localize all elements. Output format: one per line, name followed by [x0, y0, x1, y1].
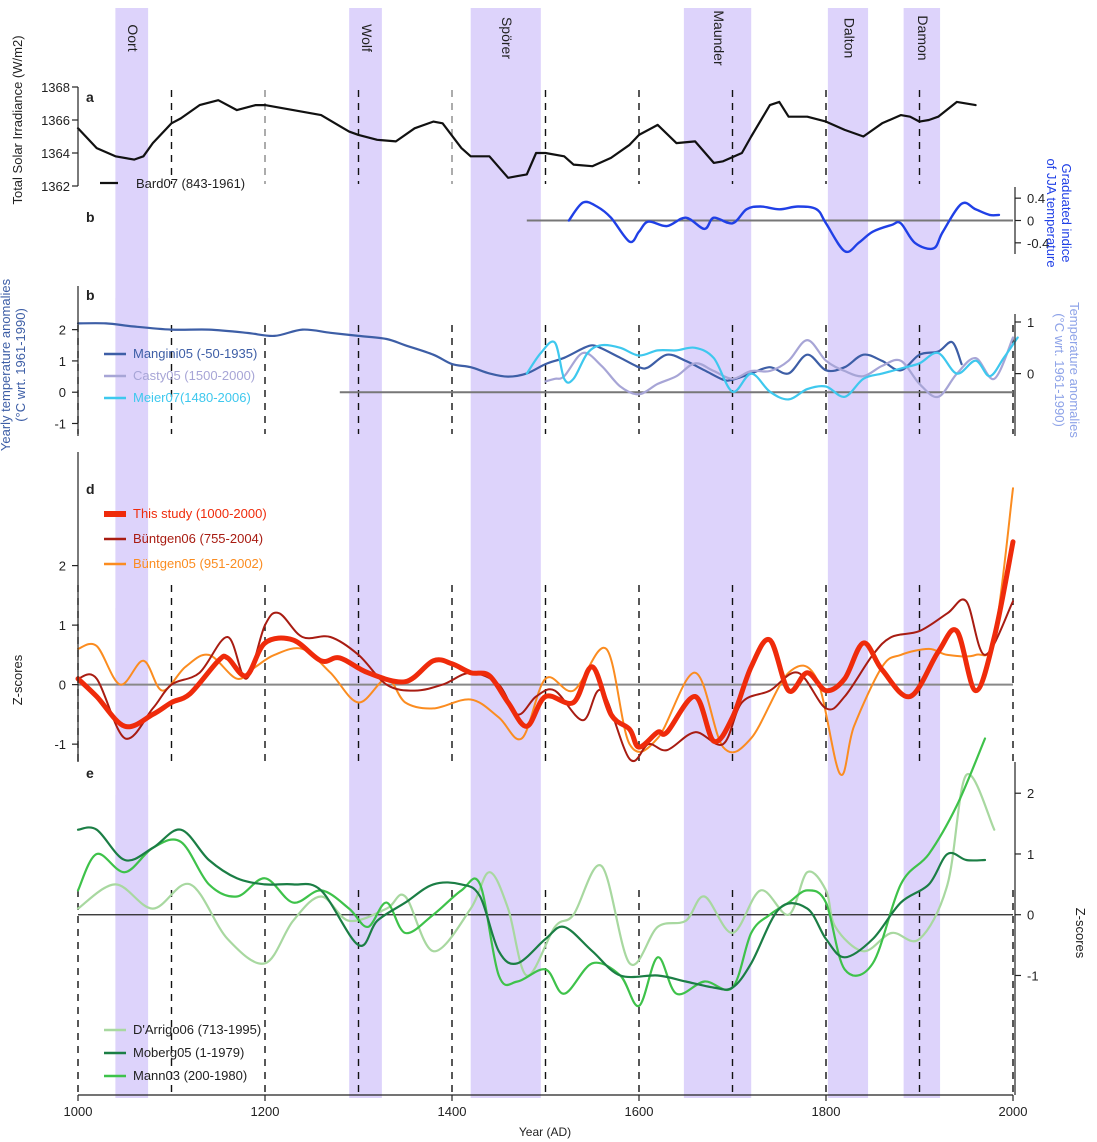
- minimum-band-maunder: [683, 8, 752, 1098]
- ylabel-b-right-line: of JJA temperature: [1044, 158, 1059, 267]
- x-tick-label: 2000: [999, 1104, 1028, 1119]
- legend-label-mangini05-50-1935-: Mangini05 (-50-1935): [133, 346, 257, 361]
- minimum-label-wolf: Wolf: [359, 24, 375, 52]
- minimum-band-oort-segment: [115, 608, 149, 680]
- x-tick-label: 1200: [251, 1104, 280, 1119]
- minimum-band-dalton: [827, 8, 869, 1098]
- legend-label-b-ntgen05-951-2002-: Büntgen05 (951-2002): [133, 556, 263, 571]
- ylabel-b-right-line: Graduated indice: [1059, 163, 1074, 262]
- legend-label-casty05-1500-2000-: Casty05 (1500-2000): [133, 368, 255, 383]
- x-tick-label: 1000: [64, 1104, 93, 1119]
- ylabel-c-left: Yearly temperature anomalies(°C wrt. 196…: [0, 278, 28, 451]
- ylabel-c-right-line: (°C wrt. 1961-1990): [1052, 313, 1067, 427]
- legend-label-bard07: Bard07 (843-1961): [136, 176, 245, 191]
- minimum-label-dalton: Dalton: [841, 18, 857, 58]
- ylabel-c-left-line: Yearly temperature anomalies: [0, 278, 13, 451]
- axis-c-left-tick-label: 2: [59, 323, 66, 338]
- minimum-label-maunder: Maunder: [711, 10, 727, 66]
- series-b-top: [567, 200, 1001, 254]
- legend-label-d-arrigo06-713-1995-: D'Arrigo06 (713-1995): [133, 1022, 261, 1037]
- axis-c-left-tick-label: 1: [59, 354, 66, 369]
- legend-label-moberg05-1-1979-: Moberg05 (1-1979): [133, 1045, 244, 1060]
- series-this-study-1000-2000-: [75, 539, 1016, 750]
- ylabel-e-line: Z-scores: [1073, 908, 1088, 959]
- minimum-band-spörer: [470, 8, 541, 1098]
- panel-letter-b: b: [86, 209, 95, 225]
- axis-e-tick-label: 0: [1027, 908, 1034, 923]
- axis-e-tick-label: -1: [1027, 968, 1039, 983]
- ylabel-b-right: Graduated indiceof JJA temperature: [1044, 158, 1074, 267]
- ylabel-a-line: Total Solar Irradiance (W/m2): [10, 35, 25, 204]
- series-mann03-200-1980-: [76, 737, 987, 1008]
- minimum-band-damon: [903, 8, 941, 1098]
- x-tick-label: 1800: [812, 1104, 841, 1119]
- x-axis-title: Year (AD): [519, 1125, 571, 1139]
- series-d-arrigo06-713-1995-: [76, 773, 996, 977]
- series-meier07-1480-2006-: [525, 336, 1019, 401]
- axis-b-tick-label: 0.4: [1027, 191, 1045, 206]
- series-b-ntgen06-755-2004-: [77, 598, 1014, 763]
- panel-letter-a: a: [86, 89, 94, 105]
- axis-d-tick-label: 1: [59, 618, 66, 633]
- ylabel-d-line: Z-scores: [10, 654, 25, 705]
- axis-e-tick-label: 2: [1027, 786, 1034, 801]
- ylabel-c-right-line: Temperature anomalies: [1067, 302, 1082, 438]
- axis-d-tick-label: 2: [59, 559, 66, 574]
- ylabel-d: Z-scores: [10, 654, 25, 705]
- panel-letter-d: d: [86, 481, 95, 497]
- panel-labels: a b b d e: [86, 89, 95, 781]
- axis-c-left-tick-label: 0: [59, 385, 66, 400]
- series-casty05-1500-2000-: [544, 336, 1015, 399]
- axis-c-right-tick-label: 1: [1027, 315, 1034, 330]
- minimum-label-spörer: Spörer: [499, 17, 515, 59]
- series-bard07-843-1961-: [76, 99, 977, 179]
- axis-a-tick-label: 1362: [41, 179, 70, 194]
- axis-a-tick-label: 1366: [41, 113, 70, 128]
- minimum-label-oort: Oort: [125, 24, 141, 51]
- minimum-label-damon: Damon: [915, 15, 931, 60]
- legend-label-b-ntgen06-755-2004-: Büntgen06 (755-2004): [133, 531, 263, 546]
- zero-reference-lines: [78, 219, 1013, 916]
- legend-label-this-study-1000-2000-: This study (1000-2000): [133, 506, 267, 521]
- ylabel-a: Total Solar Irradiance (W/m2): [10, 35, 25, 204]
- axis-c-left-tick-label: -1: [54, 416, 66, 431]
- series-moberg05-1-1979-: [76, 826, 987, 991]
- ylabel-c-left-line: (°C wrt. 1961-1990): [13, 308, 28, 422]
- axis-b-tick-label: 0: [1027, 214, 1034, 229]
- legends: Bard07 (843-1961) Mangini05 (-50-1935) Cas…: [100, 176, 267, 1083]
- axes: 1362 1364 1366 1368 0.4 0 -0.4 2 1 0 -1 1 0 2 1 0 -1 2 1 0 -…: [0, 35, 1088, 1139]
- data-series: [75, 99, 1019, 1008]
- axis-b-tick-label: -0.4: [1027, 236, 1049, 251]
- axis-c-right-tick-label: 0: [1027, 367, 1034, 382]
- axis-e-tick-label: 1: [1027, 847, 1034, 862]
- ylabel-c-right: Temperature anomalies(°C wrt. 1961-1990): [1052, 302, 1082, 438]
- minimum-band-wolf: [349, 8, 382, 1098]
- panel-letter-e: e: [86, 765, 94, 781]
- solar-minima-bands: Oort Wolf Spörer Maunder Dalton Damon: [115, 8, 941, 1098]
- axis-a-tick-label: 1364: [41, 146, 70, 161]
- axis-a-tick-label: 1368: [41, 80, 70, 95]
- axis-d-tick-label: 0: [59, 678, 66, 693]
- panel-letter-c: b: [86, 287, 95, 303]
- x-tick-label: 1400: [438, 1104, 467, 1119]
- x-tick-label: 1600: [625, 1104, 654, 1119]
- legend-label-meier07-1480-2006-: Meier07(1480-2006): [133, 390, 251, 405]
- minimum-band-oort: [115, 8, 149, 1098]
- axis-d-tick-label: -1: [54, 737, 66, 752]
- ylabel-e: Z-scores: [1073, 908, 1088, 959]
- minimum-band-oort-segment: [115, 298, 149, 328]
- legend-label-mann03-200-1980-: Mann03 (200-1980): [133, 1068, 247, 1083]
